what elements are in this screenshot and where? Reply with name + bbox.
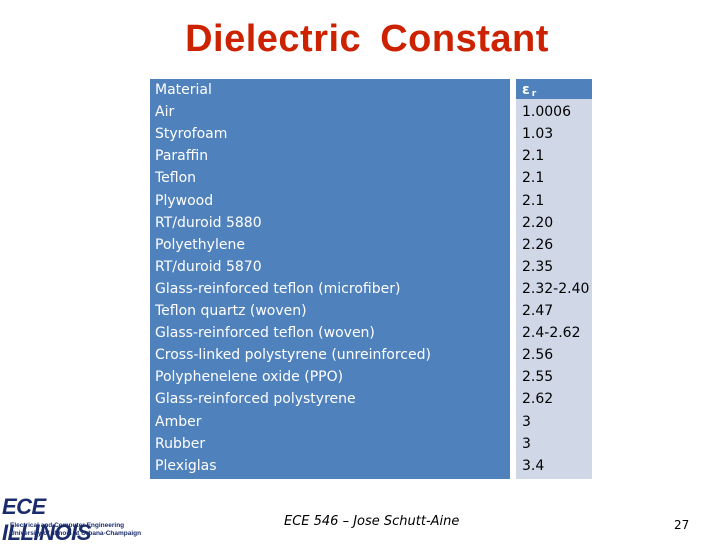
er-value-cell: 2.35 [522, 259, 554, 275]
material-cell: RT/duroid 5880 [155, 215, 262, 231]
material-cell: Teflon [155, 170, 197, 186]
er-value-cell: 2.56 [522, 347, 554, 363]
material-cell: Rubber [155, 436, 206, 452]
material-cell: Amber [155, 414, 202, 430]
material-cell: RT/duroid 5870 [155, 259, 262, 275]
er-value-cell: 2.55 [522, 369, 554, 385]
er-value-cell: 1.0006 [522, 104, 571, 120]
header-material: Material [155, 82, 212, 98]
er-symbol: ε [522, 82, 530, 98]
er-value-cell: 3 [522, 436, 531, 452]
er-value-cell: 1.03 [522, 126, 554, 142]
material-cell: Glass-reinforced teflon (microfiber) [155, 281, 401, 297]
logo-subtitle-1: Electrical and Computer Engineering [10, 522, 125, 529]
material-cell: Glass-reinforced polystyrene [155, 391, 356, 407]
material-cell: Teflon quartz (woven) [155, 303, 307, 319]
ece-illinois-logo: ECE ILLINOIS Electrical and Computer Eng… [2, 494, 141, 545]
er-value-cell: 2.1 [522, 148, 545, 164]
er-value-cell: 2.47 [522, 303, 554, 319]
material-cell: Cross-linked polystyrene (unreinforced) [155, 347, 431, 363]
page-number: 27 [674, 518, 690, 532]
material-cell: Paraffin [155, 148, 209, 164]
material-cell: Polyphenelene oxide (PPO) [155, 369, 344, 385]
er-value-cell: 2.62 [522, 391, 554, 407]
slide-title: Dielectric Constant [185, 18, 549, 60]
logo-subtitle-2: University of Illinois at Urbana-Champai… [10, 530, 142, 537]
er-value-cell: 2.1 [522, 170, 545, 186]
er-value-cell: 3.4 [522, 458, 545, 474]
material-cell: Glass-reinforced teflon (woven) [155, 325, 375, 341]
er-value-cell: 2.26 [522, 237, 554, 253]
footer-course: ECE 546 – Jose Schutt-Aine [284, 514, 460, 529]
er-value-cell: 2.4-2.62 [522, 325, 581, 341]
er-subscript: r [531, 89, 537, 99]
material-cell: Polyethylene [155, 237, 245, 253]
er-value-cell: 2.20 [522, 215, 554, 231]
material-column [150, 79, 510, 479]
er-header-cell [516, 79, 592, 99]
er-value-cell: 3 [522, 414, 531, 430]
er-value-cell: 2.32-2.40 [522, 281, 590, 297]
logo-main-text: ECE ILLINOIS [2, 494, 91, 545]
er-value-cell: 2.1 [522, 193, 545, 209]
material-cell: Plywood [155, 193, 214, 209]
material-cell: Styrofoam [155, 126, 228, 142]
er-column [516, 99, 592, 479]
material-cell: Air [155, 104, 175, 120]
material-cell: Plexiglas [155, 458, 217, 474]
